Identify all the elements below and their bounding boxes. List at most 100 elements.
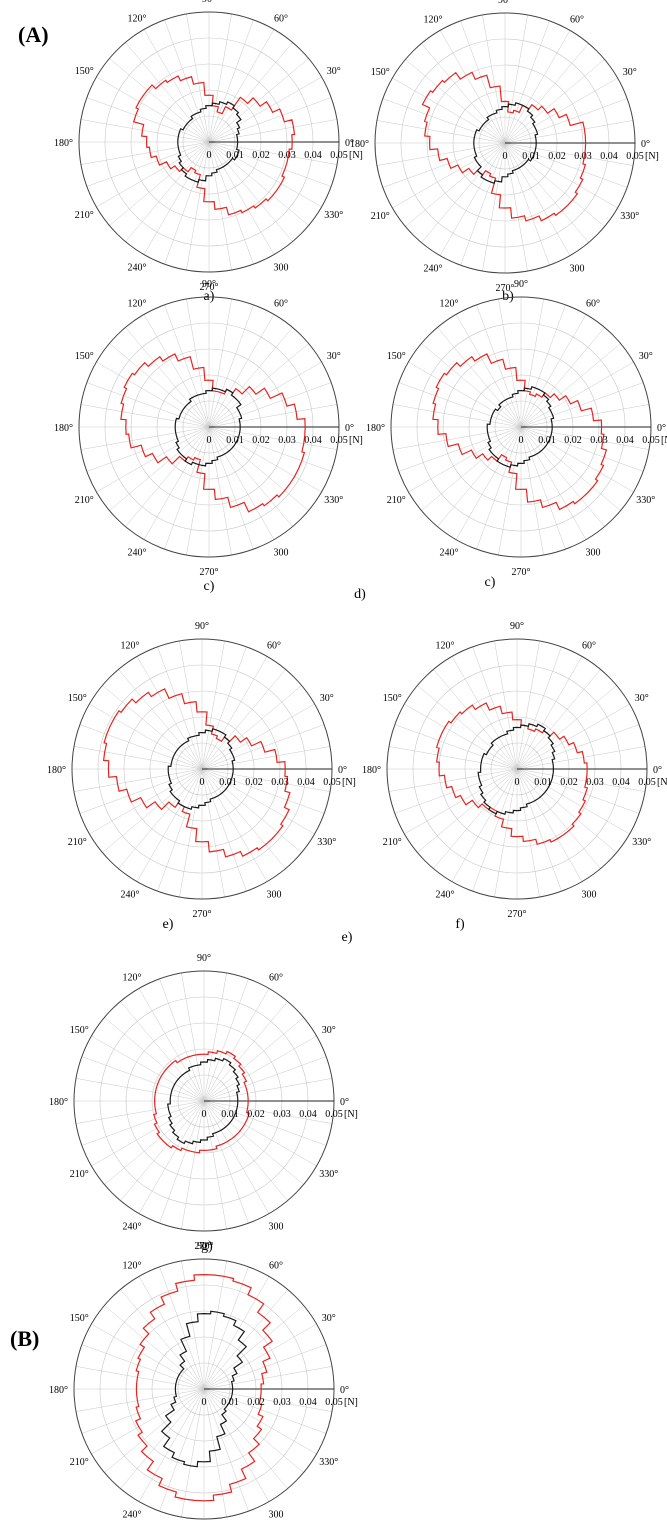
radial-gridline bbox=[451, 656, 518, 770]
radial-gridline bbox=[181, 1388, 205, 1518]
radial-gridline bbox=[421, 142, 506, 243]
radial-tick-label: 0.04 bbox=[299, 1397, 317, 1408]
radial-tick-label: 0 bbox=[503, 151, 508, 162]
polar-plot: 0° 30° 60° 90° 120° 150° 180° 210° 240° 270° 300 33… bbox=[49, 1241, 358, 1521]
angle-tick-label: 90° bbox=[498, 0, 512, 6]
radial-gridline bbox=[208, 19, 254, 143]
radial-unit-label: [N] bbox=[344, 1109, 358, 1120]
radial-gridline bbox=[392, 142, 506, 209]
radial-gridline bbox=[86, 141, 210, 187]
radial-gridline bbox=[504, 142, 605, 227]
angle-tick-label: 180° bbox=[49, 1097, 68, 1108]
black-series-line bbox=[160, 1310, 248, 1468]
angle-tick-label: 30° bbox=[322, 1025, 336, 1036]
radial-tick-label: 0.05 bbox=[642, 435, 660, 446]
radial-gridline bbox=[80, 404, 210, 428]
angle-tick-label: 240° bbox=[123, 1510, 142, 1521]
radial-gridline bbox=[472, 768, 518, 892]
radial-gridline bbox=[203, 988, 270, 1102]
radial-tick-label: 0.04 bbox=[297, 777, 315, 788]
angle-tick-label: 60° bbox=[586, 298, 600, 309]
angle-tick-label: 60° bbox=[274, 13, 288, 24]
angle-tick-label: 330° bbox=[324, 495, 343, 506]
radial-gridline bbox=[388, 746, 518, 770]
radial-tick-label: 0.05 bbox=[323, 777, 341, 788]
radial-gridline bbox=[164, 304, 210, 428]
radial-tick-label: 0 bbox=[207, 150, 212, 161]
angle-tick-label: 330° bbox=[319, 1169, 338, 1180]
radial-gridline bbox=[208, 141, 338, 165]
radial-gridline bbox=[376, 120, 506, 144]
radial-gridline bbox=[201, 768, 325, 814]
radial-gridline bbox=[404, 703, 518, 770]
radial-gridline bbox=[203, 1100, 249, 1224]
radial-gridline bbox=[208, 361, 322, 428]
polar-plot: 0° 30° 60° 90° 120° 150° 180° 210° 240° 270° 300 33… bbox=[54, 0, 363, 293]
radial-gridline bbox=[159, 1100, 205, 1224]
radial-gridline bbox=[208, 304, 254, 428]
radial-gridline bbox=[96, 141, 210, 208]
radial-gridline bbox=[208, 141, 322, 208]
radial-gridline bbox=[516, 768, 646, 792]
radial-gridline bbox=[451, 768, 518, 882]
angle-tick-label: 0° bbox=[340, 1097, 349, 1108]
radial-tick-label: 0 bbox=[200, 777, 205, 788]
radial-gridline bbox=[516, 768, 640, 814]
radial-gridline bbox=[157, 646, 203, 770]
subplot-caption: c) bbox=[485, 575, 496, 590]
angle-tick-label: 0° bbox=[340, 1385, 349, 1396]
radial-unit-label: [N] bbox=[342, 777, 356, 788]
radial-tick-label: 0 bbox=[202, 1397, 207, 1408]
radial-gridline bbox=[208, 97, 332, 143]
black-series-line bbox=[174, 387, 243, 467]
angle-tick-label: 180° bbox=[362, 765, 381, 776]
radial-gridline bbox=[504, 98, 628, 144]
radial-gridline bbox=[516, 768, 583, 882]
radial-gridline bbox=[516, 768, 601, 869]
radial-gridline bbox=[520, 426, 544, 556]
angle-tick-label: 180° bbox=[54, 423, 73, 434]
radial-gridline bbox=[208, 141, 293, 242]
radial-tick-label: 0.02 bbox=[252, 435, 270, 446]
radial-gridline bbox=[392, 426, 522, 450]
angle-tick-label: 240° bbox=[436, 890, 455, 901]
radial-gridline bbox=[208, 426, 232, 556]
radial-gridline bbox=[201, 669, 286, 770]
radial-gridline bbox=[382, 98, 506, 144]
radial-gridline bbox=[437, 426, 522, 527]
radial-tick-label: 0.04 bbox=[600, 151, 618, 162]
radial-gridline bbox=[102, 768, 203, 853]
angle-tick-label: 240° bbox=[123, 1222, 142, 1233]
angle-tick-label: 270° bbox=[512, 567, 531, 578]
radial-tick-label: 0.03 bbox=[271, 777, 289, 788]
radial-gridline bbox=[120, 1001, 205, 1102]
radial-tick-label: 0.05 bbox=[325, 1109, 343, 1120]
radial-tick-label: 0.03 bbox=[278, 435, 296, 446]
radial-gridline bbox=[203, 1388, 304, 1473]
radial-gridline bbox=[516, 669, 601, 770]
radial-tick-label: 0.01 bbox=[226, 435, 244, 446]
red-series-line bbox=[432, 353, 608, 511]
radial-gridline bbox=[80, 119, 210, 143]
angle-tick-label: 150° bbox=[75, 66, 94, 77]
radial-gridline bbox=[203, 1388, 249, 1512]
radial-gridline bbox=[504, 142, 528, 272]
radial-unit-label: [N] bbox=[657, 777, 667, 788]
radial-gridline bbox=[203, 1056, 327, 1102]
radial-gridline bbox=[109, 343, 210, 428]
radial-gridline bbox=[376, 142, 506, 166]
angle-tick-label: 180° bbox=[47, 765, 66, 776]
radial-gridline bbox=[201, 768, 268, 882]
radial-tick-label: 0.01 bbox=[226, 150, 244, 161]
radial-gridline bbox=[208, 426, 338, 450]
radial-gridline bbox=[504, 142, 634, 166]
radial-gridline bbox=[404, 768, 518, 835]
radial-gridline bbox=[201, 768, 302, 853]
radial-gridline bbox=[138, 988, 205, 1102]
radial-tick-label: 0.02 bbox=[247, 1109, 265, 1120]
radial-gridline bbox=[437, 327, 522, 428]
radial-gridline bbox=[504, 20, 550, 144]
radial-gridline bbox=[208, 426, 322, 493]
radial-gridline bbox=[208, 426, 254, 550]
radial-gridline bbox=[104, 1305, 205, 1390]
